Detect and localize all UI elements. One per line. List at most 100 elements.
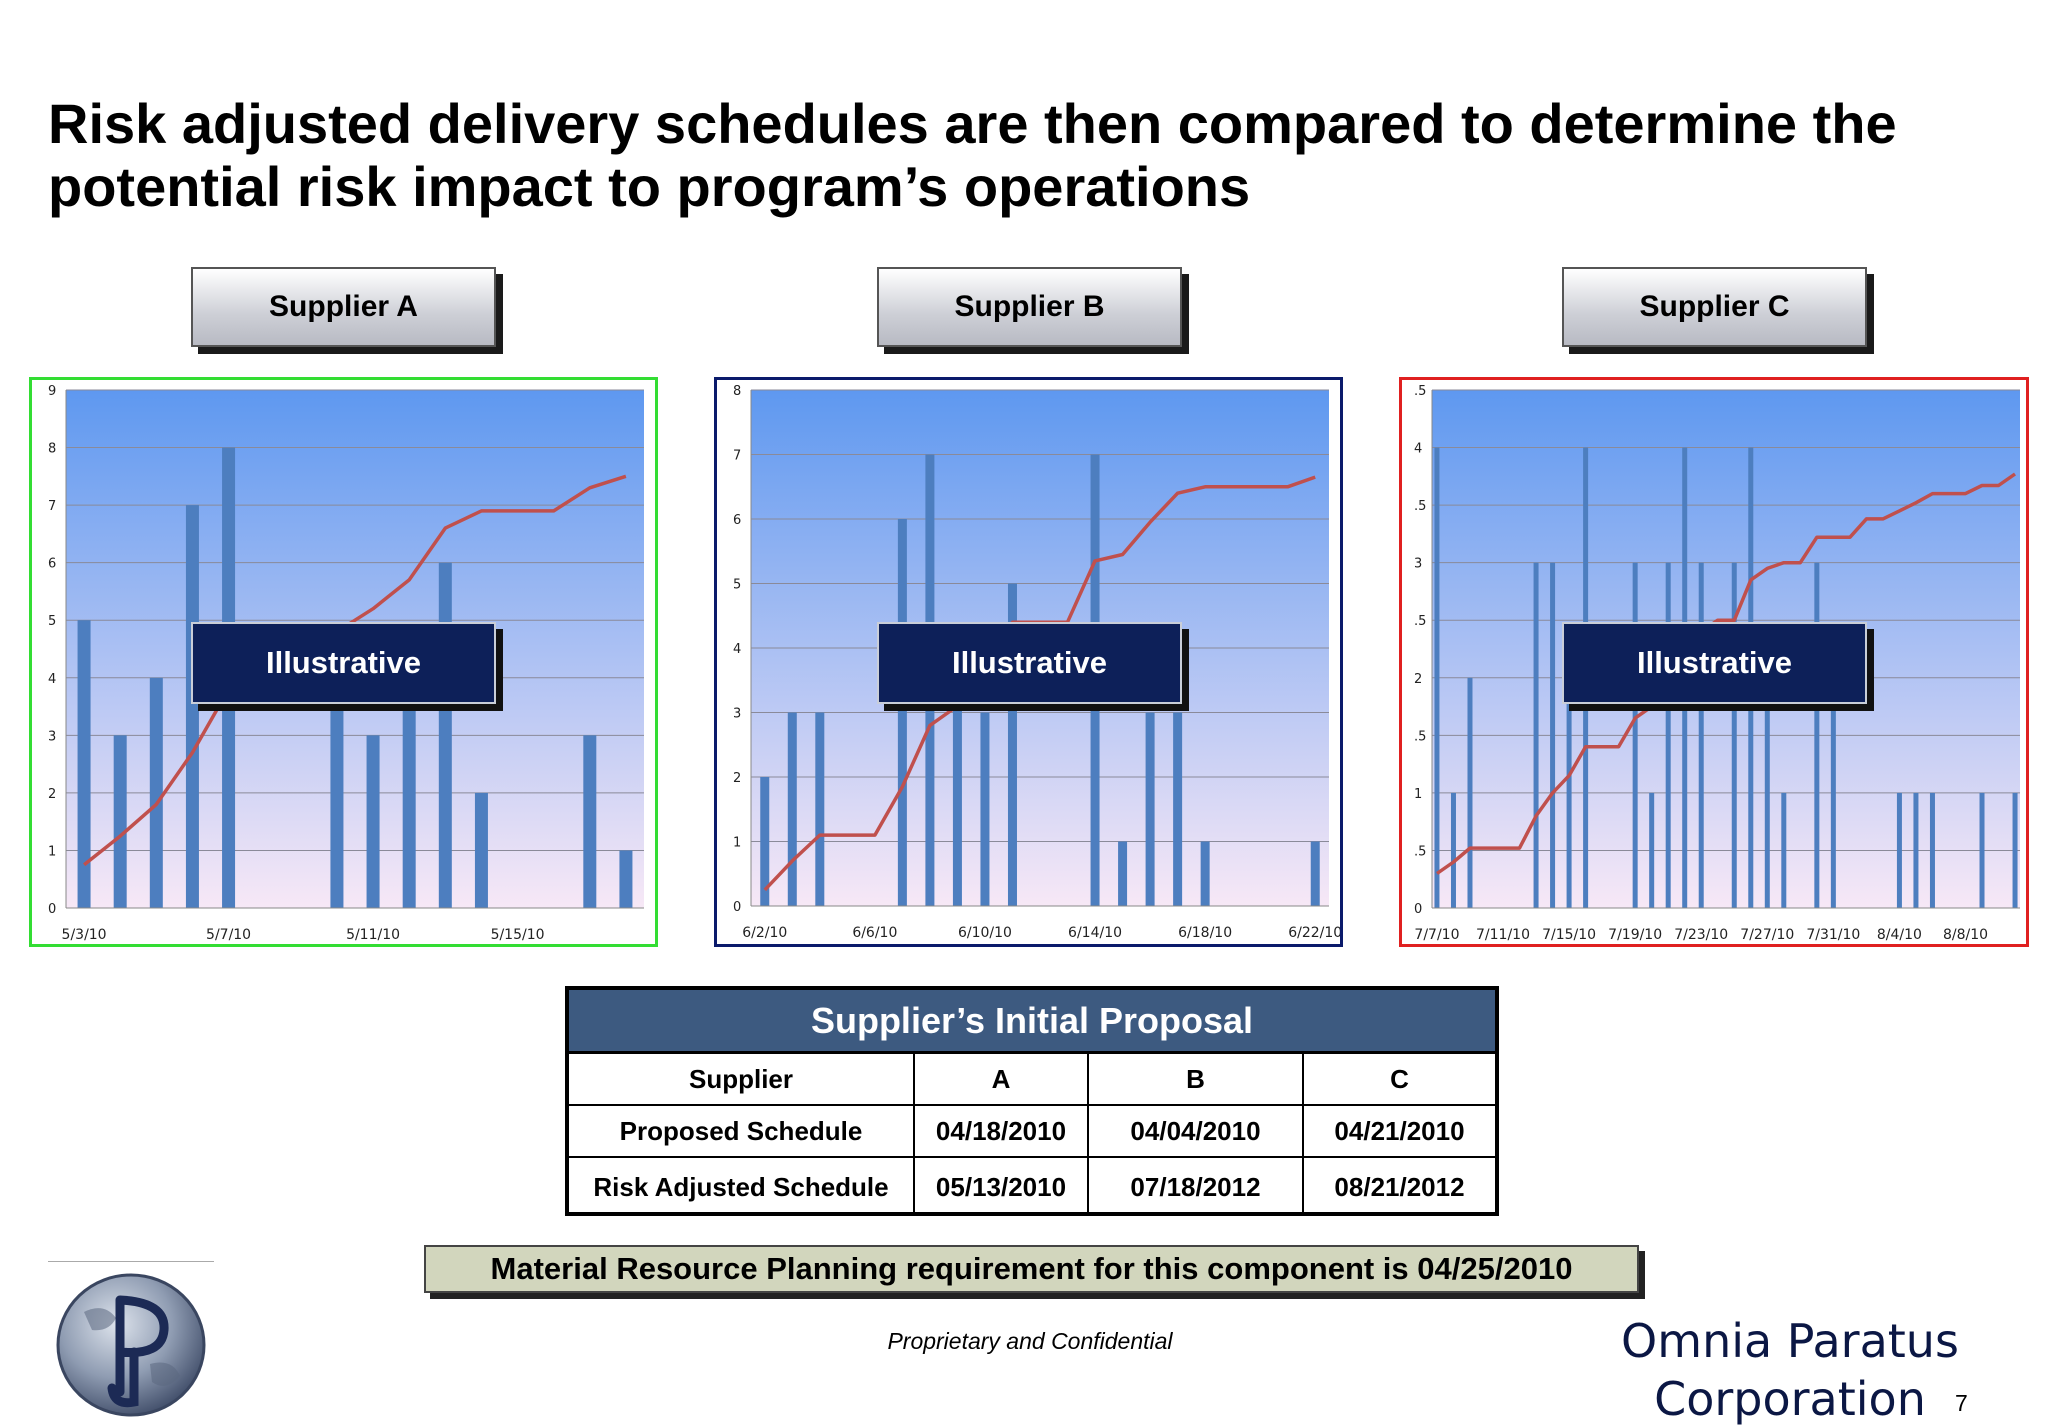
table-cell: 04/04/2010	[1087, 1104, 1304, 1158]
bar	[1566, 677, 1572, 908]
y-tick-label: 4	[733, 642, 741, 657]
proposal-grid: Supplier A B C Proposed Schedule 04/18/2…	[569, 1054, 1495, 1216]
table-header-row: Supplier A B C	[569, 1054, 1495, 1106]
x-tick-label: 7/27/10	[1740, 927, 1794, 943]
y-tick-label: .5	[1414, 844, 1426, 859]
y-tick-label: .5	[1414, 729, 1426, 744]
proposal-title: Supplier’s Initial Proposal	[569, 990, 1495, 1054]
y-tick-label: .5	[1414, 384, 1426, 399]
y-tick-label: 7	[733, 449, 741, 464]
x-tick-label: 5/3/10	[62, 927, 107, 943]
illustrative-badge-a: Illustrative	[191, 622, 496, 704]
bar	[1632, 562, 1638, 908]
bar	[1173, 712, 1183, 906]
bar	[1467, 677, 1473, 908]
illustrative-badge-c: Illustrative	[1562, 622, 1867, 704]
bar	[1814, 562, 1820, 908]
bar	[1118, 841, 1128, 906]
bar	[1731, 562, 1737, 908]
mrp-requirement-note: Material Resource Planning requirement f…	[424, 1245, 1639, 1293]
row-label: Risk Adjusted Schedule	[569, 1156, 915, 1216]
row-label: Proposed Schedule	[569, 1104, 915, 1158]
bar	[1929, 792, 1935, 908]
x-tick-label: 6/22/10	[1288, 925, 1340, 941]
y-tick-label: 0	[733, 900, 741, 915]
bar	[1698, 562, 1704, 908]
y-tick-label: 1	[1414, 787, 1422, 802]
initial-proposal-table: Supplier’s Initial Proposal Supplier A B…	[565, 986, 1499, 1216]
header-cell: C	[1302, 1054, 1495, 1106]
table-cell: 04/21/2010	[1302, 1104, 1495, 1158]
bar	[1550, 562, 1556, 908]
company-name: Omnia Paratus Corporation	[1621, 1314, 1959, 1426]
bar	[897, 519, 907, 906]
y-tick-label: 6	[733, 513, 741, 528]
y-tick-label: 8	[733, 384, 741, 399]
x-tick-label: 7/11/10	[1476, 927, 1530, 943]
y-tick-label: 4	[48, 672, 56, 687]
bar	[474, 792, 488, 908]
y-tick-label: 1	[48, 844, 56, 859]
y-tick-label: 7	[48, 499, 56, 514]
bar	[149, 677, 163, 908]
bar	[366, 735, 380, 908]
bar	[1913, 792, 1919, 908]
bar	[1200, 841, 1210, 906]
bar	[402, 677, 416, 908]
x-tick-label: 7/15/10	[1542, 927, 1596, 943]
x-tick-label: 5/7/10	[206, 927, 251, 943]
x-tick-label: 8/4/10	[1877, 927, 1922, 943]
bar	[1781, 792, 1787, 908]
bar	[1145, 712, 1155, 906]
x-tick-label: 8/8/10	[1943, 927, 1988, 943]
bar	[113, 735, 127, 908]
y-tick-label: 2	[48, 787, 56, 802]
y-tick-label: 0	[1414, 902, 1422, 917]
table-cell: 04/18/2010	[913, 1104, 1089, 1158]
x-tick-label: 7/7/10	[1414, 927, 1459, 943]
illustrative-badge-b: Illustrative	[877, 622, 1182, 704]
bar	[438, 562, 452, 908]
bar	[1533, 562, 1539, 908]
x-tick-label: 6/18/10	[1178, 925, 1232, 941]
table-cell: 07/18/2012	[1087, 1156, 1304, 1216]
bar	[77, 620, 91, 908]
bar	[1764, 677, 1770, 908]
bar	[760, 777, 770, 906]
bar	[330, 677, 344, 908]
header-cell: Supplier	[569, 1054, 915, 1106]
y-tick-label: 2	[1414, 672, 1422, 687]
x-tick-label: 5/15/10	[491, 927, 545, 943]
y-tick-label: 1	[733, 836, 741, 851]
bar	[1310, 841, 1320, 906]
y-tick-label: 8	[48, 442, 56, 457]
y-tick-label: 3	[1414, 557, 1422, 572]
bar	[815, 712, 825, 906]
table-cell: 05/13/2010	[913, 1156, 1089, 1216]
header-cell: B	[1087, 1054, 1304, 1106]
y-tick-label: 3	[733, 707, 741, 722]
bar	[1830, 677, 1836, 908]
y-tick-label: 9	[48, 384, 56, 399]
bar	[185, 505, 199, 908]
y-tick-label: 5	[48, 614, 56, 629]
y-tick-label: 5	[733, 578, 741, 593]
bar	[619, 850, 633, 908]
bar	[1649, 792, 1655, 908]
y-tick-label: .5	[1414, 499, 1426, 514]
bar	[952, 648, 962, 906]
table-row: Proposed Schedule 04/18/2010 04/04/2010 …	[569, 1104, 1495, 1158]
risk-line	[83, 474, 627, 867]
y-tick-label: .5	[1414, 614, 1426, 629]
supplier-b-label: Supplier B	[877, 267, 1182, 347]
slide-title: Risk adjusted delivery schedules are the…	[48, 92, 1897, 218]
x-tick-label: 6/2/10	[742, 925, 787, 941]
table-cell: 08/21/2012	[1302, 1156, 1495, 1216]
x-tick-label: 6/14/10	[1068, 925, 1122, 941]
y-tick-label: 4	[1414, 442, 1422, 457]
supplier-a-chart: 0 1 2 3 4 5 6 7 8 9 5/3/10 5/7/10 5/11/10 5/15/10	[29, 377, 658, 947]
bar	[1896, 792, 1902, 908]
bar	[980, 712, 990, 906]
x-tick-label: 7/31/10	[1806, 927, 1860, 943]
y-tick-label: 6	[48, 557, 56, 572]
